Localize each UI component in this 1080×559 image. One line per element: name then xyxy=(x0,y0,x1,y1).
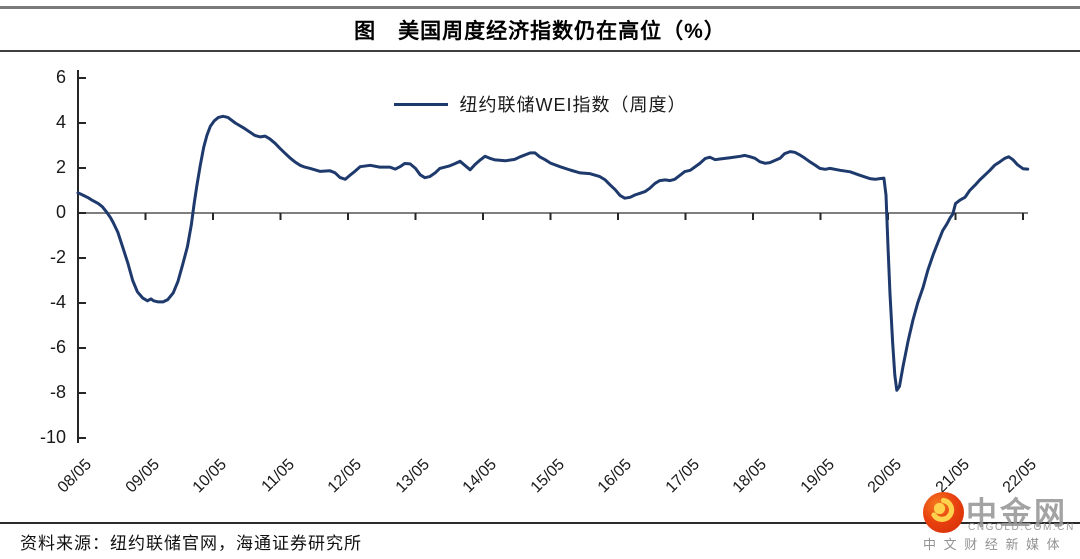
y-axis-tick-label: 0 xyxy=(55,202,66,222)
y-axis-tick-label: 6 xyxy=(55,67,66,87)
wei-series-line xyxy=(76,114,1030,392)
source-note: 资料来源：纽约联储官网，海通证券研究所 xyxy=(20,534,362,554)
y-axis-tick-label: -8 xyxy=(49,382,66,402)
watermark-domain: CNGOLD.COM.CN xyxy=(968,522,1075,533)
legend-label: 纽约联储WEI指数（周度） xyxy=(459,95,687,115)
y-axis-tick-label: -10 xyxy=(39,427,66,447)
legend: 纽约联储WEI指数（周度） xyxy=(0,91,1080,117)
bottom-border-rule xyxy=(0,522,1080,524)
y-axis-tick-label: -6 xyxy=(49,337,66,357)
watermark-tagline: 中 文 财 经 新 媒 体 xyxy=(923,537,1062,552)
top-border-rule xyxy=(0,6,1080,9)
legend-line-marker xyxy=(393,102,448,106)
watermark: 中金网 CNGOLD.COM.CN 中 文 财 经 新 媒 体 xyxy=(918,486,1080,552)
y-axis-tick-label: 2 xyxy=(55,157,66,177)
title-divider-rule xyxy=(0,50,1080,52)
y-axis-tick-label: 4 xyxy=(55,112,66,132)
watermark-name: 中金网 xyxy=(966,496,1068,531)
chart-title: 图 美国周度经济指数仍在高位（%） xyxy=(354,20,726,43)
cngold-logo-icon xyxy=(923,492,964,533)
y-axis-tick-label: -4 xyxy=(49,292,66,312)
y-axis-tick-label: -2 xyxy=(49,247,66,267)
